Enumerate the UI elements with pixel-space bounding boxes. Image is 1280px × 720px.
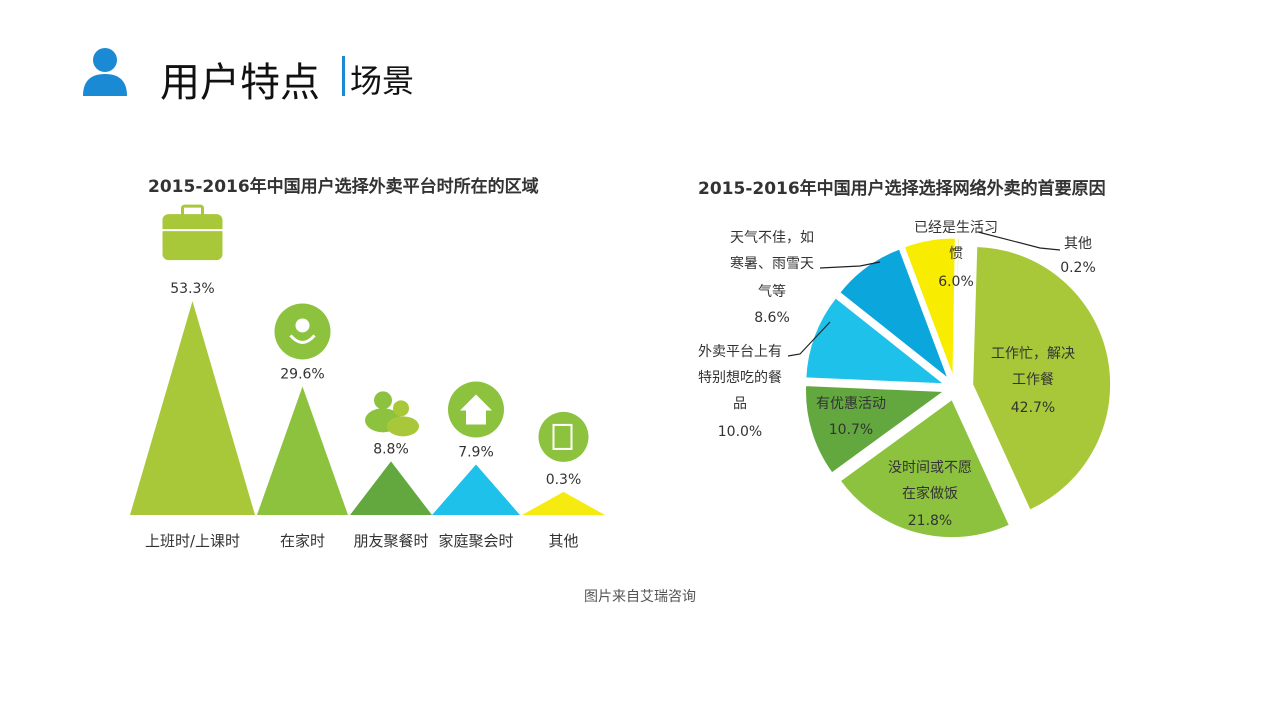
slice-label: 品 xyxy=(733,396,747,412)
slice-label: 气等 xyxy=(758,283,786,300)
slice-label: 外卖平台上有 xyxy=(698,344,782,360)
triangle-bar xyxy=(432,464,520,515)
slice-label: 天气不佳，如 xyxy=(730,230,814,246)
flower-icon xyxy=(274,303,331,360)
slice-label: 特别想吃的餐 xyxy=(698,370,782,386)
category-label: 上班时/上课时 xyxy=(145,532,240,550)
triangle-bar xyxy=(350,461,432,515)
slice-label: 在家做饭 xyxy=(902,485,958,502)
pie-slice xyxy=(839,398,1010,539)
triangle-bar xyxy=(130,301,255,515)
slice-label: 工作忙，解决 xyxy=(991,346,1075,362)
value-label: 8.8% xyxy=(373,441,409,457)
category-label: 其他 xyxy=(548,532,578,550)
slice-label: 没时间或不愿 xyxy=(888,460,972,476)
house xyxy=(460,394,492,425)
slice-value: 10.7% xyxy=(829,422,873,438)
person xyxy=(387,416,419,437)
triangle-bar xyxy=(257,386,348,515)
source-note: 图片来自艾瑞咨询 xyxy=(584,589,696,605)
briefcase-icon xyxy=(162,204,223,261)
page-title: 用户特点 xyxy=(160,60,320,106)
people-icon xyxy=(365,391,419,437)
person xyxy=(374,391,392,410)
value-label: 29.6% xyxy=(280,366,324,382)
slice-label: 其他 xyxy=(1064,236,1092,252)
briefcase-handle xyxy=(181,204,204,218)
right-chart-title: 2015-2016年中国用户选择选择网络外卖的首要原因 xyxy=(698,179,1106,199)
slice-value: 0.2% xyxy=(1060,260,1096,276)
slice-value: 42.7% xyxy=(1011,400,1055,416)
leaf xyxy=(289,334,316,344)
slice-value: 21.8% xyxy=(908,513,952,529)
left-chart-title: 2015-2016年中国用户选择外卖平台时所在的区域 xyxy=(148,177,539,197)
pie-slice xyxy=(839,248,950,380)
category-label: 家庭聚会时 xyxy=(438,532,513,550)
triangle-bar xyxy=(522,491,605,515)
leader-line xyxy=(819,261,881,269)
category-label: 朋友聚餐时 xyxy=(353,532,428,550)
slice-value: 8.6% xyxy=(754,310,790,326)
pie-slice xyxy=(903,237,956,377)
value-label: 0.3% xyxy=(546,472,582,488)
pie-slice xyxy=(805,297,946,385)
title-divider xyxy=(342,56,345,96)
slice-label: 已经是生活习 xyxy=(914,220,998,236)
icon-circle xyxy=(538,411,589,462)
slice-value: 10.0% xyxy=(718,424,762,440)
pie-slice xyxy=(805,385,945,474)
slice-label: 有优惠活动 xyxy=(816,396,886,412)
leader-line xyxy=(787,321,831,357)
slice-label: 惯 xyxy=(949,245,963,262)
slice-label: 工作餐 xyxy=(1012,372,1054,388)
briefcase-body xyxy=(162,214,223,261)
value-label: 7.9% xyxy=(458,445,494,461)
notepad-icon xyxy=(538,411,589,462)
value-label: 53.3% xyxy=(170,281,214,297)
slice-value: 6.0% xyxy=(938,274,974,290)
pie-slice xyxy=(972,245,1112,511)
leader-line xyxy=(977,231,1061,251)
person xyxy=(393,400,409,417)
flower xyxy=(295,318,310,333)
slice-label: 寒暑、雨雪天 xyxy=(730,255,814,272)
page-subtitle: 场景 xyxy=(350,62,415,100)
pie-slice xyxy=(954,237,960,377)
home-icon xyxy=(448,381,504,438)
notepad xyxy=(552,423,573,450)
user-icon xyxy=(83,48,127,96)
category-label: 在家时 xyxy=(280,532,325,550)
